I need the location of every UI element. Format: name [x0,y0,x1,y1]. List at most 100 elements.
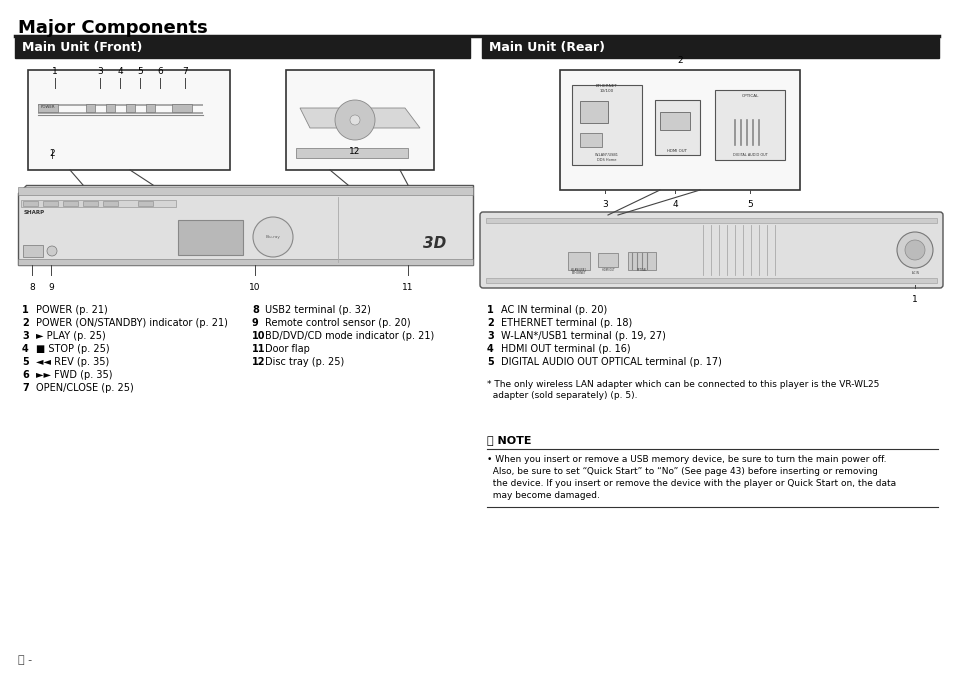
Bar [126,104,135,112]
FancyBboxPatch shape [479,212,942,288]
Text: POWER: POWER [41,105,55,109]
Text: 1: 1 [52,67,58,76]
Bar [18,187,473,195]
Text: 10: 10 [249,283,260,292]
Text: 1: 1 [486,305,494,315]
Text: Door flap: Door flap [265,344,310,354]
Text: Major Components: Major Components [18,19,208,37]
Text: 6: 6 [22,370,29,380]
Bar [146,104,154,112]
Text: SHARP: SHARP [24,210,45,215]
Bar [579,101,607,123]
Bar [21,200,175,207]
Text: 1: 1 [22,305,29,315]
Bar [572,85,641,165]
Text: 10: 10 [252,331,265,341]
Text: HDMI OUT terminal (p. 16): HDMI OUT terminal (p. 16) [500,344,630,354]
Text: ◄◄ REV (p. 35): ◄◄ REV (p. 35) [36,357,110,367]
Text: ETHERNET
10/100: ETHERNET 10/100 [596,84,618,93]
Bar [485,218,936,223]
Polygon shape [295,148,408,158]
Text: DIGITAL AUDIO OUT OPTICAL terminal (p. 17): DIGITAL AUDIO OUT OPTICAL terminal (p. 1… [500,357,721,367]
Text: 3D: 3D [423,236,446,250]
Bar [481,38,938,58]
Bar [286,70,434,170]
Text: 3: 3 [22,331,29,341]
Text: 7: 7 [182,67,188,76]
Text: 6: 6 [157,67,163,76]
Text: 3: 3 [97,67,103,76]
Polygon shape [299,108,419,128]
Text: HDMI OUT: HDMI OUT [601,268,614,272]
Bar [83,201,98,206]
Bar [567,252,589,270]
Bar [103,201,118,206]
Text: ⓔ -: ⓔ - [18,655,32,665]
Bar [28,70,230,170]
Text: 2: 2 [677,56,682,65]
Text: AC IN terminal (p. 20): AC IN terminal (p. 20) [500,305,607,315]
Text: 5: 5 [746,200,752,209]
Text: 4: 4 [117,67,123,76]
Bar [178,220,243,255]
Text: OPTICAL: OPTICAL [636,268,646,272]
Text: 8: 8 [30,283,35,292]
Text: OPEN/CLOSE (p. 25): OPEN/CLOSE (p. 25) [36,383,133,393]
Bar [579,133,601,147]
Bar [172,104,192,112]
Text: Remote control sensor (p. 20): Remote control sensor (p. 20) [265,318,410,328]
Text: HDMI OUT: HDMI OUT [666,149,686,153]
Text: ► PLAY (p. 25): ► PLAY (p. 25) [36,331,106,341]
Text: W-LAN/USB1: W-LAN/USB1 [571,268,586,272]
Text: 11: 11 [402,283,414,292]
Text: 9: 9 [48,283,53,292]
Text: ■ STOP (p. 25): ■ STOP (p. 25) [36,344,110,354]
Text: W-LAN*/USB1
DDS Home: W-LAN*/USB1 DDS Home [595,153,618,162]
Text: 4: 4 [486,344,494,354]
Text: 4: 4 [22,344,29,354]
Text: 5: 5 [137,67,143,76]
Text: 4: 4 [672,200,677,209]
Text: Blu-ray: Blu-ray [265,235,280,239]
Bar [63,201,78,206]
Text: 5: 5 [22,357,29,367]
Text: * The only wireless LAN adapter which can be connected to this player is the VR-: * The only wireless LAN adapter which ca… [486,380,879,389]
Circle shape [335,100,375,140]
Bar [106,104,115,112]
Bar [485,278,936,283]
Circle shape [896,232,932,268]
Text: OPTICAL: OPTICAL [740,94,758,98]
Circle shape [47,246,57,256]
Text: may become damaged.: may become damaged. [486,491,599,500]
Text: 1: 1 [911,295,917,304]
Text: 12: 12 [252,357,265,367]
Text: 11: 11 [252,344,265,354]
Text: DIGITAL AUDIO OUT: DIGITAL AUDIO OUT [732,153,766,157]
Text: adapter (sold separately) (p. 5).: adapter (sold separately) (p. 5). [486,391,637,400]
Bar [627,252,656,270]
Bar [138,201,152,206]
Bar [18,259,473,265]
Text: 8: 8 [252,305,258,315]
Bar [598,253,618,267]
Circle shape [253,217,293,257]
Circle shape [350,115,359,125]
Text: 2: 2 [50,149,54,158]
Bar [559,70,800,190]
Text: 3: 3 [486,331,494,341]
Text: 2: 2 [486,318,494,328]
Text: 9: 9 [252,318,258,328]
Text: USB2 terminal (p. 32): USB2 terminal (p. 32) [265,305,371,315]
Text: 12: 12 [349,147,360,156]
Polygon shape [18,185,473,265]
Text: 2: 2 [22,318,29,328]
Text: the device. If you insert or remove the device with the player or Quick Start on: the device. If you insert or remove the … [486,479,895,488]
Text: AC IN: AC IN [911,271,918,275]
Text: ⎙ NOTE: ⎙ NOTE [486,435,531,445]
Text: Main Unit (Front): Main Unit (Front) [22,41,142,55]
Bar [15,38,470,58]
Text: ►► FWD (p. 35): ►► FWD (p. 35) [36,370,112,380]
Text: • When you insert or remove a USB memory device, be sure to turn the main power : • When you insert or remove a USB memory… [486,455,885,464]
Bar [38,104,203,106]
Text: BD/DVD/CD mode indicator (p. 21): BD/DVD/CD mode indicator (p. 21) [265,331,434,341]
